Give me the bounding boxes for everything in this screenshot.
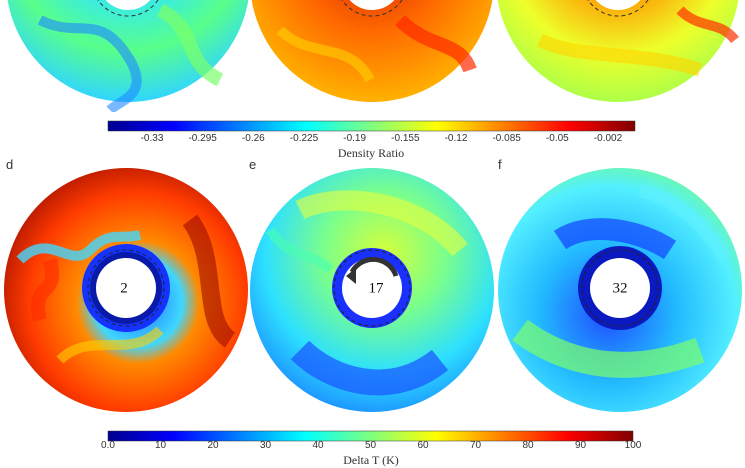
top-row-panels — [7, 0, 739, 112]
temperature-tick-label: 10 — [154, 440, 167, 451]
temperature-colorbar-label: Delta T (K) — [343, 453, 399, 467]
density-tick-label: -0.12 — [444, 133, 468, 144]
temperature-tick-label: 80 — [522, 440, 534, 451]
panel-letter-d: d — [6, 157, 14, 172]
density-tick-label: -0.295 — [188, 133, 217, 144]
density-tick-label: -0.085 — [492, 133, 521, 144]
rotation-arrow-icon — [349, 256, 399, 277]
density-tick-label: -0.05 — [545, 133, 569, 144]
temperature-tick-label: 90 — [574, 440, 587, 451]
panel-d-center-label: 2 — [120, 280, 128, 297]
panel-d-disc — [4, 168, 248, 412]
panel-letter-e: e — [249, 157, 257, 172]
panel-e-center-label: 17 — [368, 280, 384, 297]
panel-f-disc — [498, 168, 742, 412]
density-tick-label: -0.155 — [391, 133, 420, 144]
temperature-tick-label: 60 — [417, 440, 429, 451]
panel-letter-f: f — [498, 157, 502, 172]
panel-b-disc — [251, 0, 493, 102]
density-tick-label: -0.26 — [241, 133, 265, 144]
panel-a-disc — [7, 0, 249, 112]
density-tick-label: -0.33 — [140, 133, 164, 144]
temperature-tick-label: 0.0 — [101, 440, 115, 451]
panel-c-disc — [497, 0, 739, 102]
density-tick-label: -0.19 — [343, 133, 367, 144]
temperature-tick-label: 30 — [259, 440, 272, 451]
temperature-colorbar — [107, 430, 634, 442]
panel-f-center-label: 32 — [612, 280, 628, 297]
temperature-tick-label: 50 — [364, 440, 377, 451]
temperature-tick-label: 100 — [624, 440, 642, 451]
density-colorbar — [107, 120, 636, 132]
panel-e-disc — [250, 168, 494, 412]
density-colorbar-label: Density Ratio — [337, 146, 405, 160]
temperature-tick-label: 20 — [207, 440, 219, 451]
temperature-tick-label: 70 — [469, 440, 482, 451]
density-tick-label: -0.002 — [593, 133, 623, 144]
density-tick-label: -0.225 — [289, 133, 319, 144]
temperature-tick-label: 40 — [312, 440, 324, 451]
